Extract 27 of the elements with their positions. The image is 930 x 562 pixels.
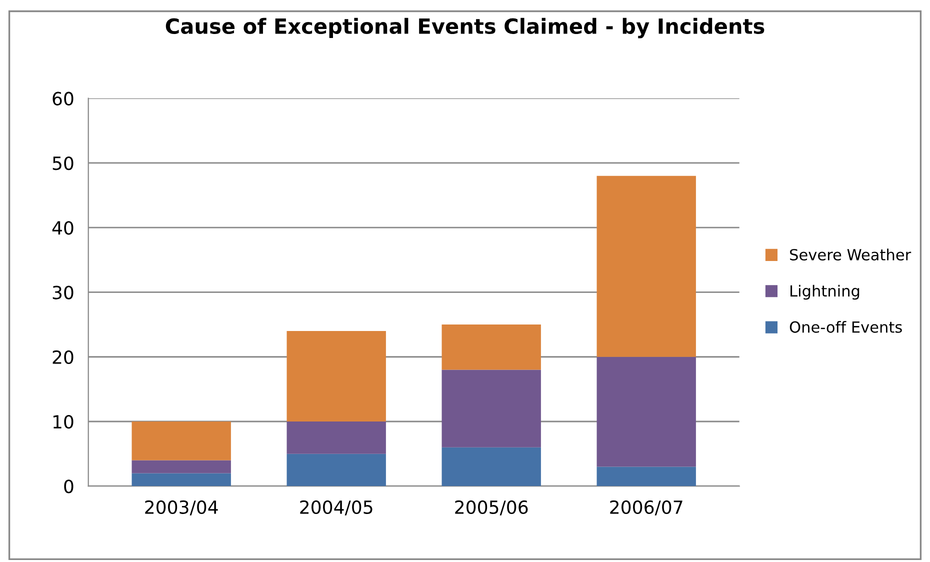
bar [442,324,541,370]
bar [596,176,696,357]
y-tick-label: 30 [52,286,74,300]
bar [286,331,386,422]
bar [286,422,386,454]
y-tick-label: 60 [52,92,74,106]
bar [286,454,386,486]
y-tick-label: 50 [52,156,74,170]
bar [132,422,231,460]
y-tick-label: 20 [52,350,74,364]
bar [132,473,231,486]
x-tick-label: 2003/04 [145,500,218,516]
bar [596,356,696,467]
y-tick-label: 0 [64,480,74,494]
legend-label: One-off Events [790,321,902,333]
legend-label: Lightning [790,284,860,300]
legend-label: Severe Weather [790,248,912,260]
x-tick-label: 2006/07 [610,500,682,516]
bar [596,466,696,486]
bar [132,460,231,474]
x-tick-label: 2005/06 [455,500,528,516]
bar [442,370,541,448]
chart-title: Cause of Exceptional Events Claimed - by Incidents [166,18,764,38]
y-tick-label: 10 [53,414,74,429]
bar [442,447,541,486]
y-tick-label: 40 [52,221,74,235]
x-tick-label: 2004/05 [300,500,372,516]
